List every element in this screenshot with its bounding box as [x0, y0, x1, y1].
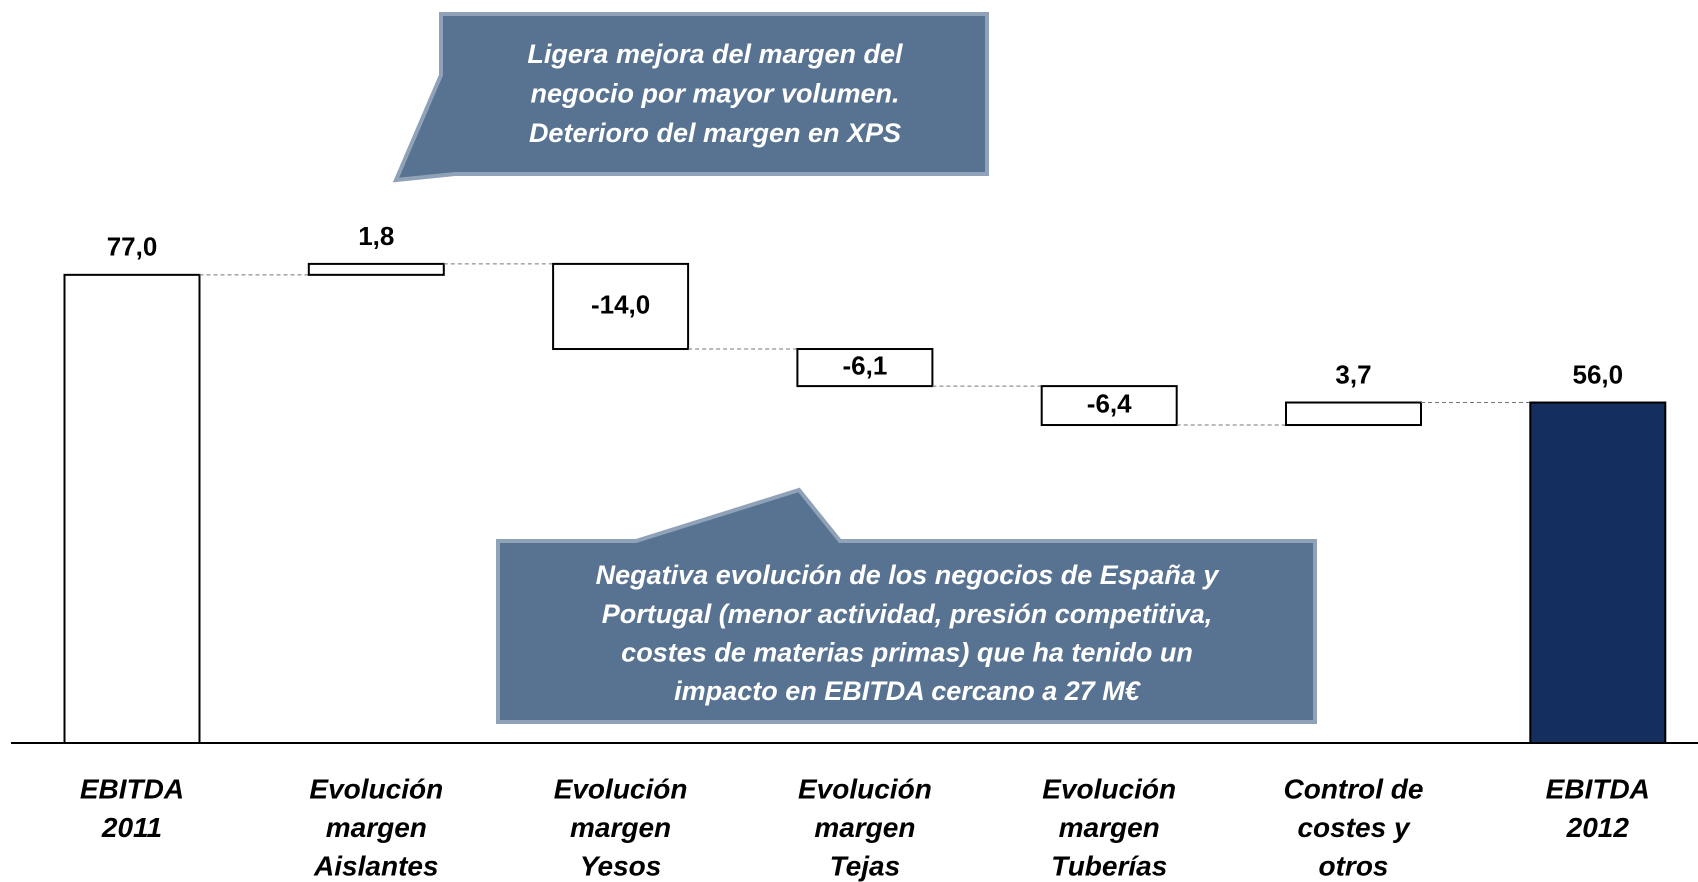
value-label: 3,7: [1335, 359, 1371, 389]
annotation-text: impacto en EBITDA cercano a 27 M€: [674, 676, 1141, 706]
annotation-text: Negativa evolución de los negocios de Es…: [596, 560, 1221, 590]
value-label: -14,0: [591, 289, 650, 319]
x-tick-label: margen: [326, 812, 427, 843]
x-tick-label: Evolución: [798, 773, 932, 804]
x-tick-label: Evolución: [554, 773, 688, 804]
x-tick-label: Tuberías: [1051, 850, 1167, 881]
value-label: 56,0: [1572, 359, 1623, 389]
value-label: -6,4: [1087, 388, 1132, 418]
value-label: 1,8: [358, 221, 394, 251]
x-tick-label: EBITDA: [80, 773, 184, 804]
bar: [1040, 385, 1178, 427]
annotation-text: Deterioro del margen en XPS: [529, 118, 901, 148]
callout-2: [496, 487, 1317, 724]
value-label: -6,1: [842, 350, 887, 380]
x-tick-label: Control de: [1284, 773, 1424, 804]
callout-box: [392, 12, 989, 183]
bar: [63, 273, 201, 744]
x-tick-label: 2011: [101, 812, 162, 843]
x-tick-label: margen: [1059, 812, 1160, 843]
value-label: 77,0: [107, 232, 158, 262]
bar: [1285, 401, 1422, 427]
bar: [552, 262, 690, 351]
bar: [307, 262, 445, 276]
x-tick-label: Evolución: [1042, 773, 1176, 804]
callout-1: [392, 12, 989, 183]
x-tick-label: margen: [570, 812, 671, 843]
x-tick-label: costes y: [1297, 812, 1410, 843]
annotation-text: Portugal (menor actividad, presión compe…: [602, 599, 1213, 629]
x-tick-label: 2012: [1566, 812, 1630, 843]
x-tick-label: Yesos: [580, 850, 661, 881]
x-tick-label: otros: [1319, 850, 1389, 881]
callout-box: [496, 487, 1317, 724]
bar: [796, 348, 934, 388]
annotation-text: costes de materias primas) que ha tenido…: [621, 638, 1193, 668]
x-tick-label: Aislantes: [313, 850, 439, 881]
annotation-text: Ligera mejora del margen del: [527, 39, 903, 69]
annotation-text: negocio por mayor volumen.: [530, 79, 899, 109]
x-tick-label: EBITDA: [1546, 773, 1650, 804]
x-tick-label: Tejas: [830, 850, 901, 881]
x-tick-label: margen: [814, 812, 915, 843]
x-tick-label: Evolución: [309, 773, 443, 804]
bar: [1529, 401, 1667, 744]
